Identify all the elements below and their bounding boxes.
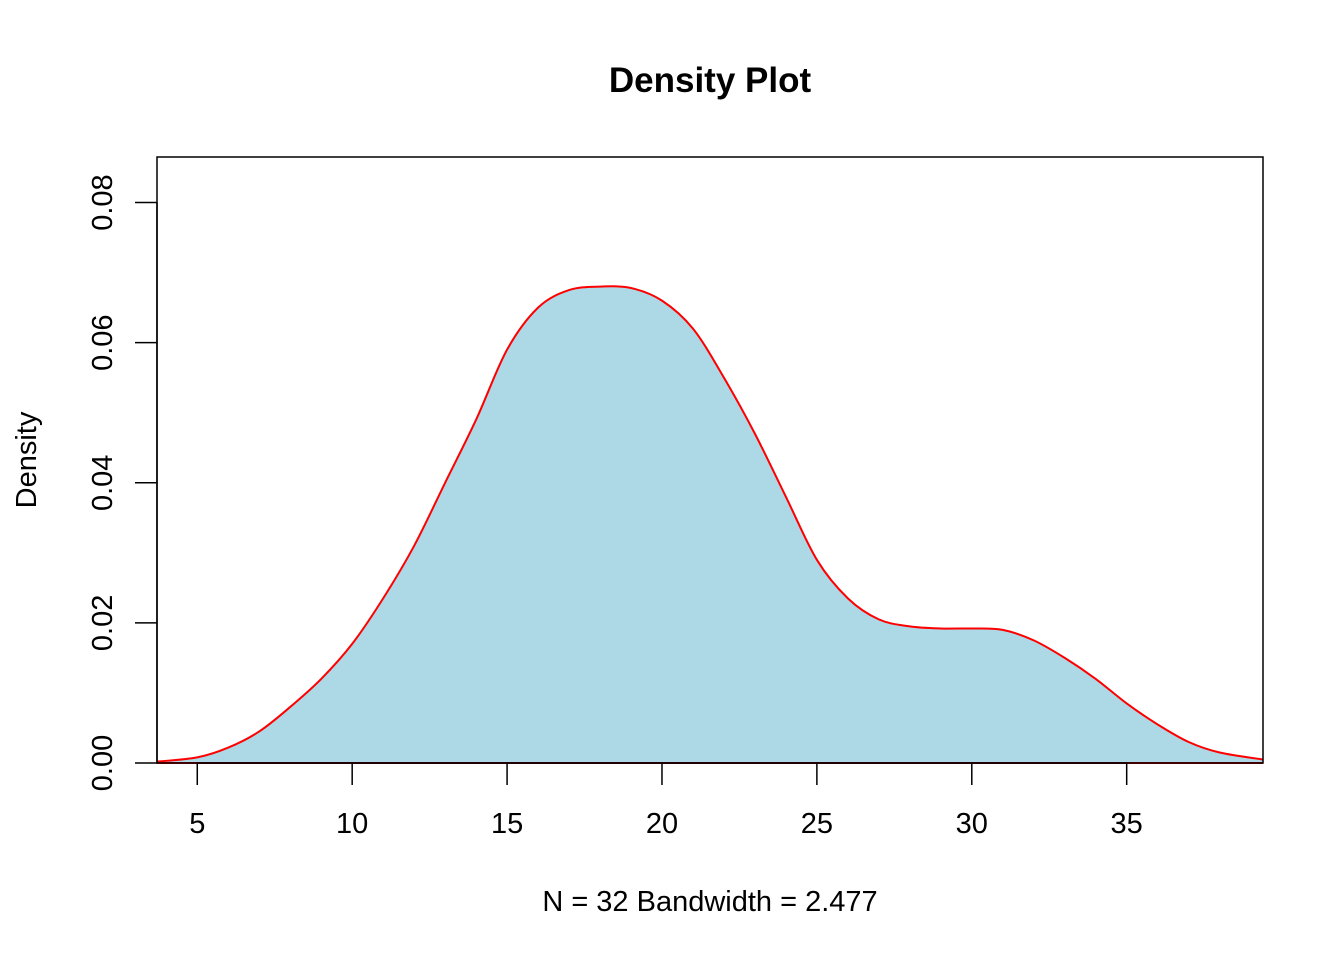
y-tick-label: 0.06	[87, 314, 119, 370]
x-tick-label: 20	[646, 808, 678, 840]
y-axis: 0.00 0.02 0.04 0.06 0.08	[87, 174, 158, 791]
y-tick-label: 0.02	[87, 595, 119, 651]
plot-area	[156, 285, 1264, 764]
chart-title: Density Plot	[609, 61, 812, 100]
y-tick-label: 0.00	[87, 735, 119, 791]
x-tick-label: 5	[189, 808, 205, 840]
density-fill	[157, 286, 1263, 763]
y-axis-label: Density	[11, 411, 43, 508]
x-axis-label: N = 32 Bandwidth = 2.477	[542, 886, 877, 918]
density-curve	[156, 285, 1264, 763]
y-tick-label: 0.04	[87, 455, 119, 511]
plot-frame	[156, 156, 1264, 764]
x-tick-label: 15	[491, 808, 523, 840]
x-axis: 5 10 15 20 25 30 35	[189, 762, 1143, 840]
x-tick-label: 35	[1111, 808, 1143, 840]
y-tick-label: 0.08	[87, 174, 119, 230]
x-tick-label: 10	[336, 808, 368, 840]
x-tick-label: 25	[801, 808, 833, 840]
x-tick-label: 30	[956, 808, 988, 840]
